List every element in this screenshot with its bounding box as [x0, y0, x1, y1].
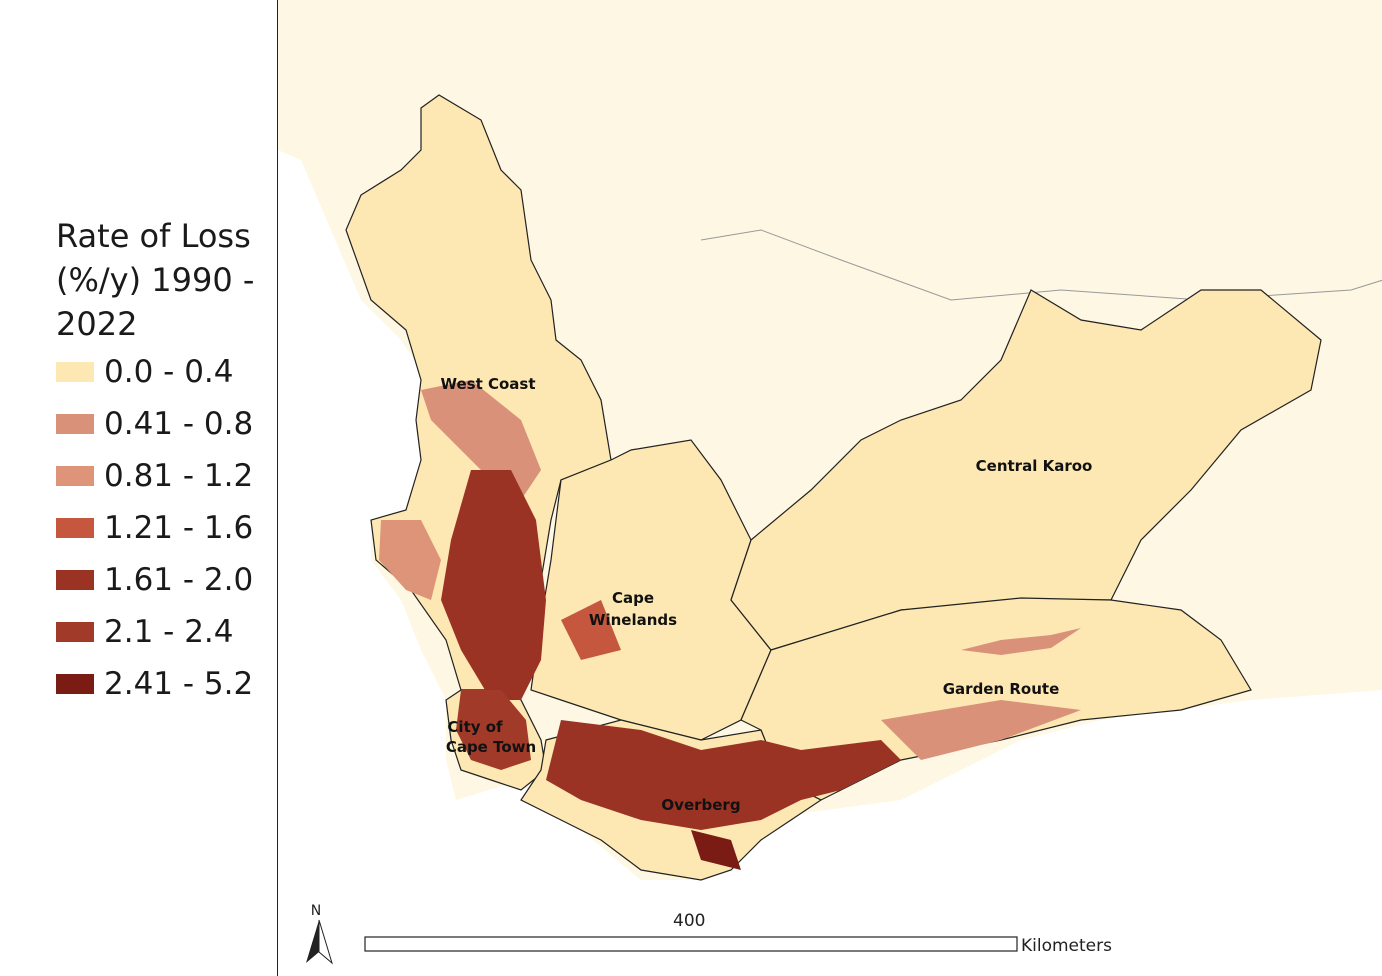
- label-cape-winelands-2: Winelands: [589, 611, 677, 629]
- legend-label: 0.81 - 1.2: [104, 458, 254, 494]
- loss-patch-medium: [379, 520, 441, 600]
- legend-label: 0.41 - 0.8: [104, 406, 254, 442]
- scale-bar-unit: Kilometers: [1021, 936, 1112, 956]
- legend-swatch: [56, 518, 94, 538]
- north-arrow-icon: [306, 920, 319, 963]
- legend-item: 0.81 - 1.2: [56, 450, 276, 502]
- legend-swatch: [56, 414, 94, 434]
- scale-bar: [364, 936, 1018, 952]
- map-legend: Rate of Loss (%/y) 1990 - 2022 0.0 - 0.4…: [56, 214, 276, 710]
- legend-swatch: [56, 622, 94, 642]
- legend-label: 1.61 - 2.0: [104, 562, 254, 598]
- legend-swatch: [56, 570, 94, 590]
- legend-label: 1.21 - 1.6: [104, 510, 254, 546]
- loss-patch-medium: [961, 628, 1081, 655]
- legend-item: 1.21 - 1.6: [56, 502, 276, 554]
- loss-patch-high: [546, 720, 901, 830]
- label-overberg: Overberg: [661, 796, 740, 814]
- label-garden-route: Garden Route: [943, 680, 1060, 698]
- legend-label: 2.1 - 2.4: [104, 614, 234, 650]
- loss-patch-high: [441, 470, 546, 700]
- legend-item: 2.41 - 5.2: [56, 658, 276, 710]
- provincial-boundary: [700, 229, 1382, 301]
- label-cape-winelands-1: Cape: [612, 589, 654, 607]
- label-central-karoo: Central Karoo: [976, 457, 1093, 475]
- loss-patch-very-high: [691, 830, 741, 870]
- north-arrow-label: N: [311, 903, 321, 919]
- legend-title: Rate of Loss (%/y) 1990 - 2022: [56, 217, 255, 343]
- legend-items: 0.0 - 0.4 0.41 - 0.8 0.81 - 1.2 1.21 - 1.6 1…: [56, 346, 276, 710]
- map-canvas: West Coast Central Karoo Cape Winelands …: [278, 0, 1382, 976]
- label-city-of-cape-town-2: Cape Town: [446, 738, 536, 756]
- ocean: [278, 150, 1382, 976]
- legend-item: 1.61 - 2.0: [56, 554, 276, 606]
- legend-item: 0.41 - 0.8: [56, 398, 276, 450]
- loss-patch-medium: [881, 700, 1081, 760]
- loss-patch-high: [456, 690, 531, 770]
- loss-patch-medium-high: [561, 600, 621, 660]
- legend-swatch: [56, 466, 94, 486]
- map-frame: West Coast Central Karoo Cape Winelands …: [277, 0, 1382, 976]
- legend-swatch: [56, 362, 94, 382]
- north-arrow: N: [306, 903, 333, 965]
- legend-swatch: [56, 674, 94, 694]
- north-arrow-icon-half: [318, 919, 333, 965]
- legend-label: 0.0 - 0.4: [104, 354, 234, 390]
- label-west-coast: West Coast: [440, 375, 535, 393]
- legend-item: 0.0 - 0.4: [56, 346, 276, 398]
- scale-bar-value: 400: [673, 911, 706, 931]
- label-city-of-cape-town-1: City of: [447, 718, 503, 736]
- legend-label: 2.41 - 5.2: [104, 666, 254, 702]
- legend-item: 2.1 - 2.4: [56, 606, 276, 658]
